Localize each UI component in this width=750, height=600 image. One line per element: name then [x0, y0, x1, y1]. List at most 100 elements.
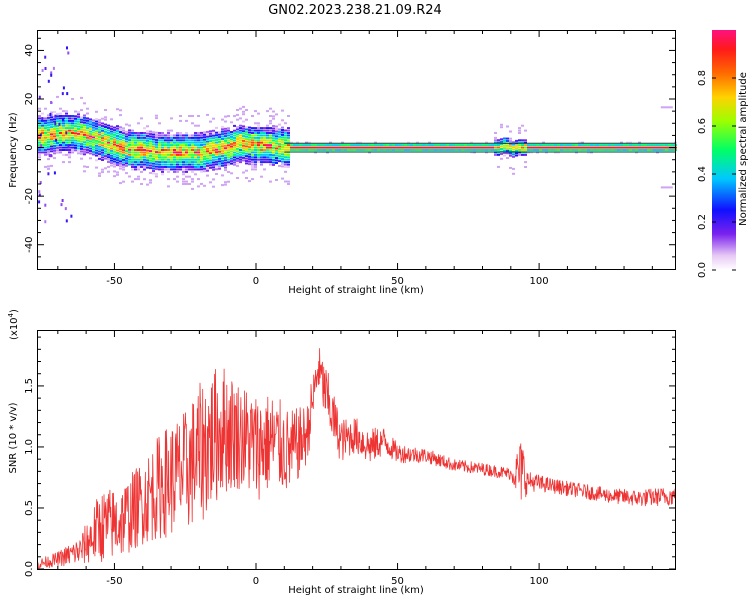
spectrogram-cell — [572, 144, 575, 147]
spectrogram-cell — [410, 146, 413, 149]
spectrogram-cell — [233, 149, 236, 152]
spectrogram-cell — [125, 162, 128, 165]
spectrogram-cell — [512, 153, 515, 156]
spectrogram-cell — [626, 146, 629, 149]
spectrogram-cell — [518, 132, 521, 134]
spectrogram-cell — [161, 161, 164, 164]
spectrogram-cell — [254, 166, 257, 168]
spectrogram-cell — [152, 165, 155, 168]
spectrogram-cell — [83, 116, 86, 119]
spectrogram-cell — [56, 112, 59, 115]
spectrogram-cell — [272, 154, 275, 157]
spectrogram-cell — [257, 112, 260, 115]
spectrogram-cell — [122, 158, 125, 161]
spectrogram-cell — [80, 118, 83, 121]
spectrogram-cell — [617, 144, 620, 147]
spectrogram-cell — [86, 144, 89, 147]
spectrogram-cell — [254, 168, 257, 171]
spectrogram-cell — [587, 146, 590, 149]
spectrogram-cell — [506, 144, 509, 147]
spectrogram-cell — [140, 134, 143, 137]
spectrogram-cell — [65, 141, 68, 144]
spectrogram-cell — [77, 135, 80, 138]
spectrogram-cell — [668, 144, 671, 147]
spectrogram-cell — [251, 149, 254, 151]
spectrogram-cell — [206, 143, 209, 145]
spectrogram-cell — [62, 110, 65, 113]
spectrogram-cell — [155, 143, 158, 146]
spectrogram-cell — [80, 143, 83, 146]
spectrogram-cell — [167, 161, 170, 164]
spectrogram-cell — [50, 121, 53, 124]
spectrogram-cell — [287, 144, 290, 147]
spectrogram-cell — [152, 157, 155, 160]
spectrogram-cell — [206, 138, 209, 141]
spectrogram-cell — [176, 134, 179, 137]
spectrogram-cell — [260, 132, 263, 134]
spectrogram-y-label: Frequency (Hz) — [8, 112, 19, 188]
spectrogram-cell — [47, 133, 50, 136]
spectrogram-cell — [602, 146, 605, 149]
spectrogram-cell — [95, 147, 98, 150]
spectrogram-cell — [40, 144, 43, 148]
spectrogram-cell — [314, 144, 317, 147]
spectrogram-cell — [77, 149, 80, 152]
spectrogram-cell — [260, 149, 263, 151]
spectrogram-cell — [551, 144, 554, 147]
spectrogram-cell — [440, 144, 443, 147]
spectrogram-cell — [266, 151, 269, 154]
spectrogram-cell — [545, 144, 548, 147]
spectrogram-cell — [47, 119, 50, 122]
spectrogram-cell — [95, 135, 98, 137]
spectrogram-cell — [188, 183, 191, 185]
spectrogram-cell — [248, 180, 251, 183]
spectrogram-cell — [503, 154, 506, 157]
spectrogram-cell — [59, 134, 62, 137]
spectrogram-x-label: Height of straight line (km) — [288, 285, 424, 296]
spectrogram-cell — [263, 168, 266, 171]
spectrogram-cell — [254, 149, 257, 151]
y-tick-label: -40 — [24, 237, 35, 253]
spectrogram-cell — [167, 168, 170, 171]
spectrogram-cell — [200, 141, 203, 144]
spectrogram-cell — [251, 136, 254, 139]
spectrogram-cell — [122, 166, 125, 169]
spectrogram-cell — [62, 153, 65, 156]
spectrogram-cell — [239, 141, 242, 144]
spectrogram-cell — [218, 131, 221, 134]
spectrogram-cell — [71, 136, 74, 139]
spectrogram-cell — [47, 126, 50, 129]
spectrogram-cell — [251, 129, 254, 132]
spectrogram-cell — [245, 126, 248, 128]
spectrogram-cell — [230, 148, 233, 150]
spectrogram-cell — [239, 117, 242, 120]
spectrogram-cell — [38, 107, 41, 110]
spectrogram-cell — [56, 115, 59, 118]
spectrogram-cell — [539, 149, 542, 151]
spectrogram-cell — [230, 155, 233, 158]
spectrogram-cell — [356, 149, 359, 151]
spectrogram-cell — [125, 142, 128, 145]
spectrogram-cell — [53, 128, 56, 130]
spectrogram-cell — [584, 146, 587, 149]
spectrogram-cell — [212, 129, 215, 132]
spectrogram-cell — [263, 149, 266, 151]
spectrogram-cell — [257, 127, 260, 130]
spectrogram-cell — [554, 149, 557, 151]
spectrogram-cell — [50, 128, 53, 131]
spectrogram-cell — [191, 166, 194, 168]
spectrogram-cell — [146, 156, 149, 159]
spectrogram-cell — [248, 158, 251, 161]
spectrogram-cell — [83, 165, 86, 168]
spectrogram-cell — [200, 134, 203, 137]
spectrogram-cell — [116, 171, 119, 174]
spectrogram-cell — [350, 149, 353, 151]
spectrogram-cell — [158, 136, 161, 139]
spectrogram-cell — [660, 106, 673, 109]
spectrogram-cell — [236, 177, 239, 179]
spectrogram-cell — [524, 146, 527, 149]
spectrogram-cell — [143, 151, 146, 154]
spectrogram-cell — [308, 146, 311, 149]
spectrogram-cell — [188, 161, 191, 164]
spectrogram-cell — [38, 151, 41, 154]
